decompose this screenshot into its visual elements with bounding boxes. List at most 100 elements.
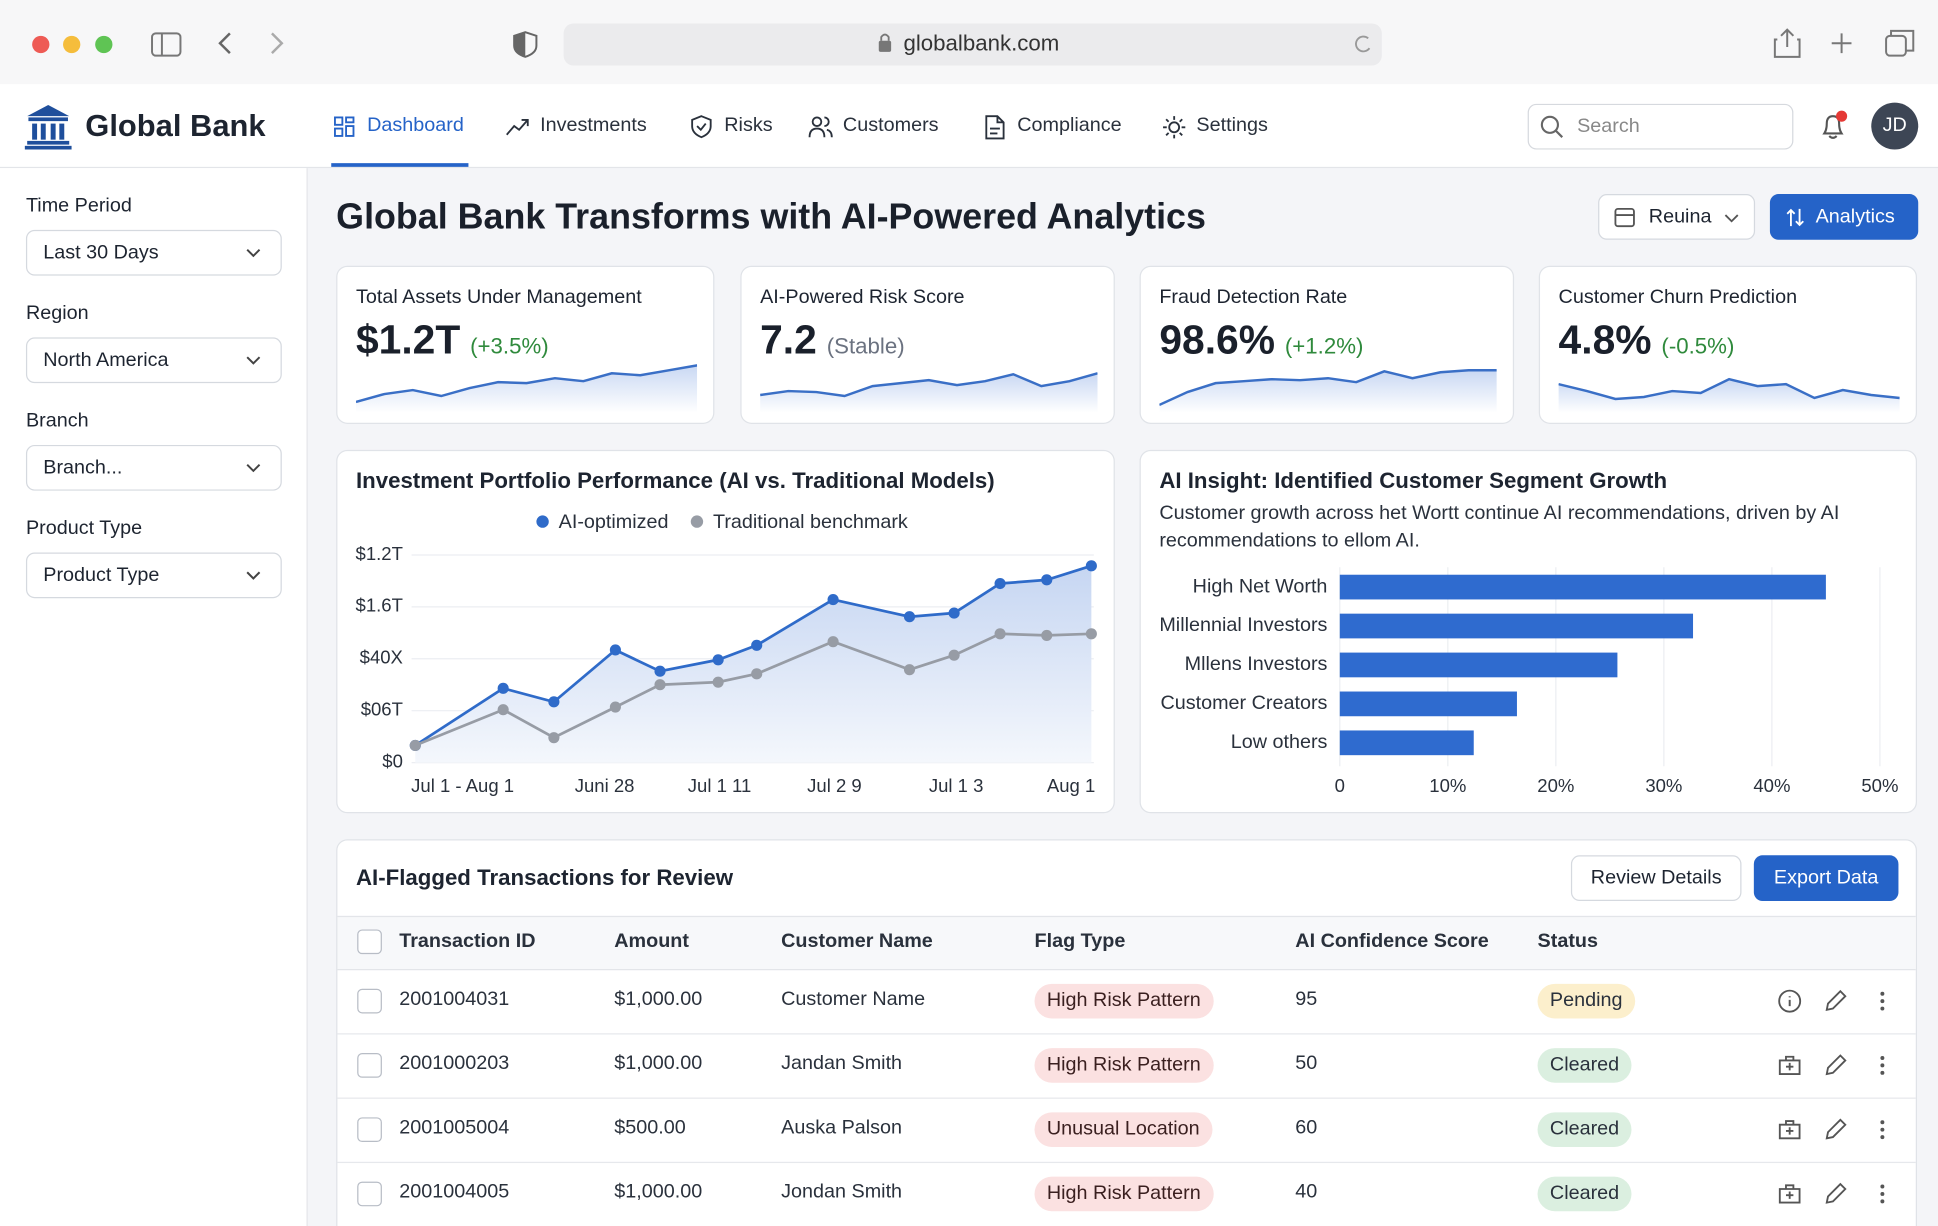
legend-label: Traditional benchmark [713, 511, 908, 533]
kpi-value-row: $1.2T (+3.5%) [356, 316, 549, 363]
data-point [994, 628, 1006, 640]
chevron-shape [246, 248, 261, 258]
kpi-value: 4.8% [1558, 316, 1652, 363]
logo-icon [24, 105, 72, 150]
status-pill: Pending [1537, 983, 1635, 1019]
filter-select[interactable]: Branch... [25, 444, 282, 491]
analytics-button[interactable]: Analytics [1769, 194, 1919, 240]
chevron [246, 248, 261, 258]
nav-item[interactable]: Customers [842, 114, 939, 136]
more-icon [1880, 1191, 1885, 1196]
search-box[interactable] [1527, 103, 1794, 150]
legend-swatch [690, 515, 704, 528]
cell: Jandan Smith [781, 1053, 903, 1075]
data-point [903, 664, 916, 676]
nav-item[interactable]: Risks [724, 114, 773, 136]
row-divider [337, 1161, 1916, 1164]
kpi-value-row: 98.6% (+1.2%) [1159, 316, 1363, 363]
bar [1339, 691, 1517, 717]
cell: 95 [1295, 988, 1318, 1010]
date-button-icons [1614, 207, 1739, 228]
url[interactable]: globalbank.com [903, 30, 1060, 56]
browser-controls [32, 23, 1915, 66]
filter-select[interactable]: Last 30 Days [25, 229, 282, 276]
chart-title: AI Insight: Identified Customer Segment … [1159, 468, 1667, 493]
cell: $1,000.00 [614, 1053, 703, 1075]
checkbox[interactable] [357, 1181, 382, 1207]
data-point [654, 665, 666, 677]
kpi-card: Total Assets Under Management $1.2T (+3.5%… [336, 265, 715, 424]
x-tick-label: Aug 1 [1047, 775, 1095, 796]
kpi-card: Fraud Detection Rate 98.6% (+1.2%) [1139, 265, 1515, 424]
checkbox[interactable] [357, 1117, 382, 1143]
filter-label: Product Type [25, 517, 143, 539]
kpi-title: Fraud Detection Rate [1159, 286, 1348, 308]
kpi-change: (+3.5%) [470, 333, 549, 359]
line-chart: Investment Portfolio Performance (AI vs.… [356, 468, 1097, 796]
data-point [654, 679, 666, 691]
data-point [948, 607, 960, 619]
checkbox[interactable] [357, 1053, 382, 1078]
row-divider [337, 1033, 1916, 1035]
checkbox[interactable] [357, 929, 382, 955]
transactions-card: AI-Flagged Transactions for Review Review… [336, 839, 1917, 1226]
category-label: High Net Worth [1193, 575, 1328, 597]
sparkline [760, 372, 1098, 413]
cell: 40 [1295, 1181, 1318, 1203]
sparkline-area [1159, 370, 1497, 413]
date-button[interactable]: Reuina [1598, 194, 1756, 240]
bar-chart-card: AI Insight: Identified Customer Segment … [1139, 449, 1917, 814]
kpi-value-row: 4.8% (-0.5%) [1559, 316, 1735, 363]
status-pill: Cleared [1537, 1176, 1632, 1212]
chevron-shape [246, 464, 261, 473]
notifications[interactable] [1817, 109, 1852, 144]
data-point [994, 577, 1006, 590]
table-header [337, 915, 1916, 971]
more-icon [1880, 1056, 1885, 1060]
review-button[interactable]: Review Details [1570, 855, 1742, 902]
row-actions[interactable] [1774, 1116, 1898, 1143]
kpi-change: (-0.5%) [1661, 333, 1735, 359]
filter-select[interactable]: North America [25, 337, 282, 384]
nav-item[interactable]: Compliance [1017, 114, 1122, 136]
edit-icon [1825, 1118, 1847, 1140]
edit-icon [1825, 1054, 1847, 1076]
kpi-title: Customer Churn Prediction [1558, 286, 1798, 308]
checkbox[interactable] [357, 988, 382, 1014]
export-button[interactable]: Export Data [1753, 855, 1899, 902]
y-tick-label: $40X [360, 647, 403, 668]
cell: $500.00 [614, 1117, 686, 1139]
sparkline-line [355, 364, 698, 404]
sparkline [1159, 369, 1497, 413]
y-tick-label: $06T [361, 699, 403, 720]
data-point [948, 649, 960, 661]
brand: Global Bank [85, 108, 266, 144]
data-point [548, 732, 560, 744]
kpi-value-row: 7.2 (Stable) [760, 316, 904, 363]
data-point [1041, 629, 1053, 641]
edit-icon [1825, 989, 1847, 1011]
more-icon [1880, 1135, 1885, 1140]
more-icon [1880, 1006, 1885, 1011]
more-icon [1880, 999, 1885, 1004]
kpi-card: Customer Churn Prediction 4.8% (-0.5%) [1538, 265, 1917, 424]
kpi-change: (Stable) [826, 333, 905, 359]
row-actions[interactable] [1774, 1180, 1898, 1207]
data-point [1041, 574, 1053, 586]
row-actions[interactable] [1774, 988, 1898, 1015]
sparkline-line [1558, 377, 1900, 401]
nav-item[interactable]: Dashboard [367, 114, 464, 136]
data-point [1085, 560, 1097, 572]
column-header: AI Confidence Score [1295, 930, 1489, 952]
x-tick-label: 0 [1335, 775, 1345, 796]
data-point [751, 668, 763, 680]
avatar[interactable]: JD [1871, 102, 1919, 150]
chevron [246, 571, 261, 580]
nav-item[interactable]: Settings [1196, 114, 1268, 136]
filter-select[interactable]: Product Type [25, 552, 282, 599]
data-point [497, 682, 509, 694]
row-actions[interactable] [1774, 1052, 1898, 1079]
status-pill: Cleared [1537, 1112, 1632, 1147]
nav-item[interactable]: Investments [540, 114, 647, 136]
nav-icon [808, 116, 833, 138]
